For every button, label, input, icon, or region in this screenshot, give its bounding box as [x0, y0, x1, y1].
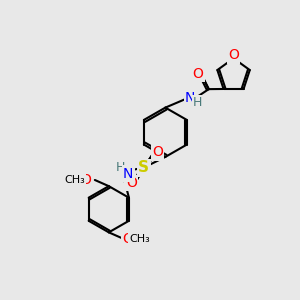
Text: H: H — [116, 161, 125, 174]
Text: O: O — [228, 48, 239, 62]
Text: CH₃: CH₃ — [64, 175, 85, 185]
Text: H: H — [193, 97, 203, 110]
Text: O: O — [152, 145, 163, 159]
Text: O: O — [80, 173, 91, 187]
Text: N: N — [185, 92, 195, 105]
Text: O: O — [126, 176, 137, 190]
Text: N: N — [123, 167, 134, 181]
Text: O: O — [193, 67, 203, 81]
Text: S: S — [138, 160, 149, 175]
Text: O: O — [122, 232, 133, 245]
Text: CH₃: CH₃ — [129, 233, 150, 244]
